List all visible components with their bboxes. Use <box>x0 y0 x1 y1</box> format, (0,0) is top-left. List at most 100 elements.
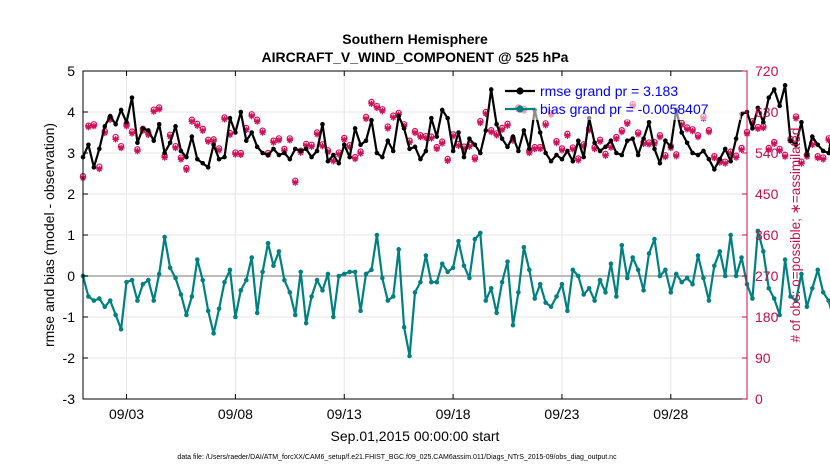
rmse-point <box>570 158 576 164</box>
bias-point <box>113 312 118 318</box>
left-axis-ticks: -3 -2 -1 0 1 2 3 4 5 <box>63 63 88 407</box>
obs-assimilated-stroke <box>216 147 222 153</box>
obs-assimilated-marker <box>341 136 348 143</box>
rmse-point <box>565 148 570 154</box>
rmse-point <box>488 87 494 92</box>
rmse-point <box>216 156 222 162</box>
bias-point <box>222 279 227 285</box>
bias-point <box>271 263 276 269</box>
rmse-point <box>733 136 739 141</box>
rmse-point <box>129 95 135 100</box>
obs-assimilated-stroke <box>118 145 124 151</box>
obs-assimilated-marker <box>210 137 217 145</box>
rmse-point <box>412 144 418 150</box>
rmse-point <box>456 130 461 135</box>
obs-assimilated-stroke <box>597 138 603 145</box>
bias-point <box>276 249 282 254</box>
bias-point <box>690 281 695 287</box>
obs-assimilated-stroke <box>755 126 761 132</box>
rmse-point <box>810 134 815 139</box>
rmse-point <box>331 152 336 158</box>
bias-point <box>516 290 521 295</box>
bias-point <box>684 275 690 281</box>
obs-assimilated-marker <box>689 127 696 135</box>
obs-assimilated-stroke <box>330 158 337 164</box>
rmse-point <box>695 152 701 158</box>
bias-point <box>494 310 499 316</box>
obs-assimilated-marker <box>569 146 577 153</box>
obs-assimilated-stroke <box>205 138 211 145</box>
obs-assimilated-marker <box>428 135 435 142</box>
obs-assimilated-marker <box>814 154 821 162</box>
rmse-point <box>624 138 630 143</box>
obs-assimilated-stroke <box>591 146 598 152</box>
rmse-point <box>777 103 782 109</box>
rmse-point <box>423 148 429 154</box>
bias-point <box>788 294 793 299</box>
obs-assimilated-stroke <box>156 106 162 112</box>
obs-assimilated-stroke <box>412 130 418 136</box>
bias-point <box>548 304 554 310</box>
rmse-point <box>635 152 641 158</box>
obs-assimilated-stroke <box>189 118 195 125</box>
rmse-point <box>761 119 766 125</box>
bias-point <box>178 292 184 297</box>
obs-assimilated-stroke <box>613 136 620 142</box>
left-tick-label: 0 <box>67 268 75 284</box>
rmse-point <box>467 136 472 141</box>
footnote: data file: /Users/raeder/DAI/ATM_forcXX/… <box>177 454 617 461</box>
bias-point <box>418 279 423 285</box>
obs-assimilated-marker <box>732 154 740 161</box>
obs-assimilated-stroke <box>151 108 157 115</box>
x-tick-label: 09/03 <box>109 406 144 422</box>
bias-point <box>586 286 592 291</box>
bias-point <box>663 267 668 273</box>
obs-assimilated-stroke <box>504 122 511 129</box>
x-tick-label: 09/23 <box>544 406 579 422</box>
rmse-point <box>320 122 325 127</box>
right-tick-label: 720 <box>755 63 779 79</box>
obs-assimilated-stroke <box>760 125 767 131</box>
obs-assimilated-marker <box>308 143 315 150</box>
rmse-point <box>276 152 282 158</box>
bias-point <box>325 271 331 277</box>
bias-point <box>151 298 157 303</box>
obs-assimilated-marker <box>542 122 549 129</box>
obs-assimilated-stroke <box>336 151 342 158</box>
obs-assimilated-marker <box>645 141 653 148</box>
rmse-point <box>167 140 173 146</box>
right-axis-label: # of obs: o=possible; ∗=assimilated <box>788 128 803 343</box>
bias-point <box>233 314 238 320</box>
rmse-point <box>701 148 706 154</box>
obs-assimilated-marker <box>390 114 397 121</box>
bias-point <box>679 279 684 285</box>
right-tick-label: 0 <box>755 391 763 407</box>
obs-assimilated-stroke <box>684 126 690 133</box>
bias-point <box>608 261 614 267</box>
bias-point <box>652 236 657 242</box>
right-tick-label: 540 <box>755 145 779 161</box>
obs-assimilated-marker <box>656 133 664 141</box>
obs-assimilated-stroke <box>254 118 260 125</box>
bias-point <box>118 327 124 332</box>
bias-point <box>750 296 755 301</box>
obs-assimilated-marker <box>536 145 544 153</box>
obs-assimilated-marker <box>722 160 729 167</box>
obs-assimilated-marker <box>792 115 800 122</box>
obs-assimilated-marker <box>613 135 620 143</box>
rmse-point <box>461 154 467 160</box>
x-tick-label: 09/08 <box>218 406 253 422</box>
bias-point <box>739 255 744 260</box>
rmse-point <box>439 107 445 113</box>
bias-point <box>728 232 733 238</box>
obs-assimilated-marker <box>183 166 190 174</box>
obs-assimilated-marker <box>754 125 762 133</box>
bias-point <box>303 320 309 326</box>
chart-title: Southern Hemisphere <box>342 31 488 47</box>
obs-assimilated-stroke <box>129 130 135 137</box>
obs-assimilated-marker <box>204 138 212 145</box>
bias-point <box>331 314 336 320</box>
bias-point <box>559 281 565 287</box>
obs-assimilated-stroke <box>542 122 549 128</box>
rmse-point <box>521 128 527 133</box>
